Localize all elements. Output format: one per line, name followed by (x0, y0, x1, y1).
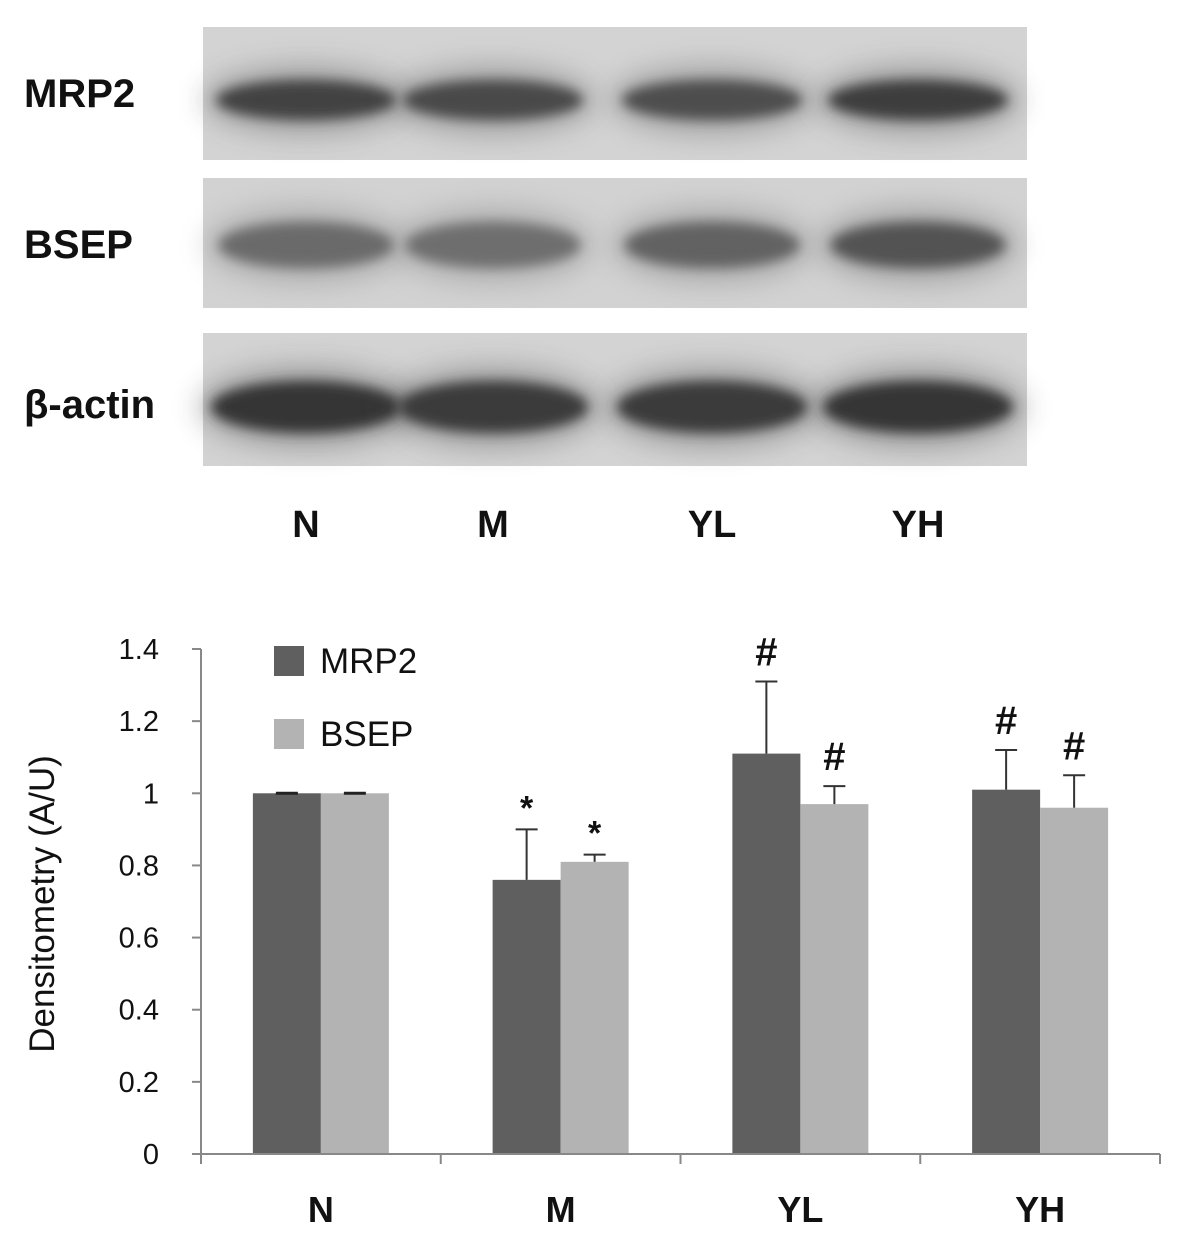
significance-markers: * # # * # # (520, 630, 1085, 852)
y-tick-label: 0.2 (119, 1067, 159, 1099)
bar-chart: Densitometry (A/U) 00.20.40.60.811.21.4 … (23, 630, 1161, 1230)
significance-marker: # (1063, 724, 1085, 768)
blot-band (211, 381, 401, 433)
bar-bsep-n (320, 793, 389, 1154)
bar-bsep-m (560, 861, 629, 1154)
y-tick-label: 1.4 (119, 634, 159, 666)
significance-marker: # (755, 630, 777, 674)
blot-band (398, 381, 588, 433)
x-tick-label: YH (1015, 1189, 1065, 1230)
bar-mrp2-n (252, 793, 321, 1154)
legend-label-bsep: BSEP (320, 715, 413, 754)
blot-label-bsep: BSEP (24, 223, 133, 267)
x-tick-label: N (308, 1189, 334, 1230)
error-bars (275, 680, 1086, 880)
blot-band (823, 381, 1013, 433)
y-tick-label: 0.6 (119, 923, 159, 955)
blot-lane-labels: N M YL YH (292, 504, 944, 546)
x-tick-label: YL (777, 1189, 823, 1230)
lane-label-m: M (477, 504, 509, 546)
significance-marker: * (520, 789, 534, 827)
x-tick-label: M (546, 1189, 576, 1230)
blot-band (218, 222, 394, 268)
blot-row-mrp2: MRP2 (24, 27, 1027, 160)
bar-mrp2-m (492, 879, 561, 1154)
y-tick-label: 1.2 (119, 706, 159, 738)
western-blot-panel: MRP2 BSEP β-actin N M YL YH (24, 27, 1027, 546)
blot-band (622, 80, 802, 120)
blot-band (617, 381, 807, 433)
blot-band (216, 80, 396, 120)
blot-label-beta-actin: β-actin (24, 383, 155, 427)
x-axis-ticks: N M YL YH (200, 1154, 1161, 1230)
bar-bsep-yl (800, 804, 869, 1154)
legend-swatch-bsep (274, 719, 304, 749)
blot-band (830, 222, 1006, 268)
blot-band (403, 80, 583, 120)
legend-swatch-mrp2 (274, 646, 304, 676)
blot-row-bsep: BSEP (24, 178, 1027, 308)
lane-label-yl: YL (688, 504, 737, 546)
lane-label-yh: YH (892, 504, 945, 546)
blot-band (624, 222, 800, 268)
bars (252, 753, 1109, 1154)
blot-label-mrp2: MRP2 (24, 72, 135, 116)
bar-mrp2-yl (732, 753, 801, 1154)
y-tick-label: 1 (143, 778, 159, 810)
bar-mrp2-yh (972, 789, 1041, 1154)
lane-label-n: N (292, 504, 319, 546)
blot-band (405, 222, 581, 268)
bar-bsep-yh (1040, 807, 1109, 1154)
y-tick-label: 0.8 (119, 850, 159, 882)
blot-row-beta-actin: β-actin (24, 333, 1027, 466)
significance-marker: * (588, 815, 602, 853)
y-axis-title: Densitometry (A/U) (23, 755, 62, 1053)
blot-band (828, 80, 1008, 120)
y-axis-ticks: 0 0.2 0.4 0.6 0.8 1 1.2 1.4 (119, 634, 201, 1171)
significance-marker: # (995, 699, 1017, 743)
legend-label-mrp2: MRP2 (320, 642, 417, 681)
legend: MRP2 BSEP (274, 642, 417, 754)
significance-marker: # (823, 735, 845, 779)
y-tick-label: 0 (143, 1139, 159, 1171)
y-tick-label: 0.4 (119, 995, 159, 1027)
